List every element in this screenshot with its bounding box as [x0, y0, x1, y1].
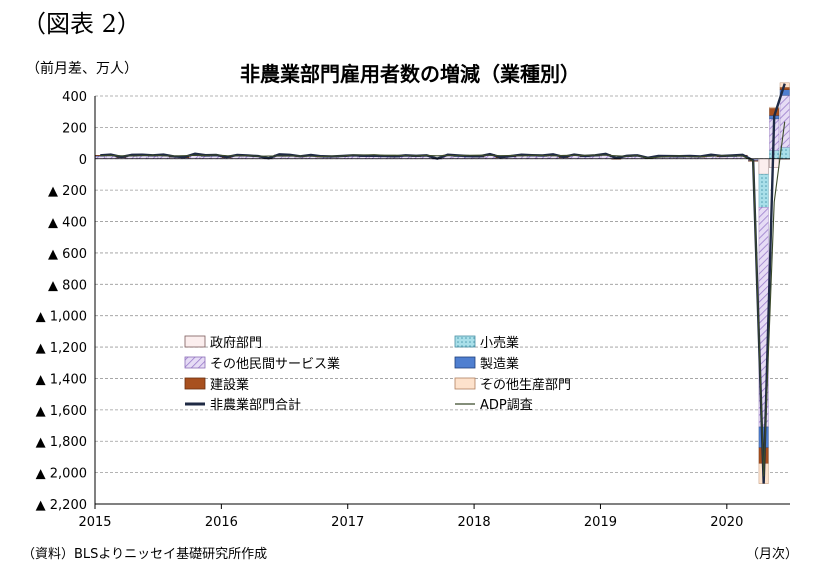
bar-segment: [779, 87, 790, 90]
y-tick-label: ▲ 800: [48, 278, 87, 293]
legend-swatch: [454, 335, 476, 348]
legend-label: ADP調査: [480, 398, 533, 413]
x-tick-label: 2015: [78, 515, 111, 530]
y-tick-label: ▲ 2,200: [36, 498, 87, 513]
legend-swatch: [184, 377, 206, 390]
y-tick-label: 0: [79, 153, 87, 168]
line-adp: [100, 121, 786, 477]
legend-label: 小売業: [480, 335, 519, 351]
legend-swatch: [184, 356, 206, 369]
y-tick-label: ▲ 200: [48, 184, 87, 199]
y-tick-label: ▲ 1,200: [36, 341, 87, 356]
legend-label: 製造業: [480, 356, 519, 372]
bar-segment: [769, 106, 780, 109]
legend-swatch: [454, 356, 476, 369]
axes: 400 200 0 ▲ 200 ▲ 400 ▲ 600 ▲ 800 ▲ 1,000 ▲ 1,20…: [36, 90, 790, 530]
x-tick-label: 2019: [584, 515, 617, 530]
source-note: （資料）BLSよりニッセイ基礎研究所作成: [22, 547, 268, 562]
legend-swatch: [184, 335, 206, 348]
line-series: [100, 83, 786, 484]
legend-label: 非農業部門合計: [210, 397, 301, 413]
legend-label: 建設業: [210, 377, 249, 393]
y-tick-label: 400: [62, 90, 87, 105]
chart-title: 非農業部門雇用者数の増減（業種別）: [240, 62, 580, 86]
bar-segment: [769, 158, 780, 168]
y-tick-label: ▲ 400: [48, 216, 87, 231]
y-tick-label: ▲ 1,400: [36, 372, 87, 387]
x-tick-label: 2016: [205, 515, 238, 530]
y-unit-label: （前月差、万人）: [26, 61, 138, 77]
y-tick-label: 200: [62, 121, 87, 136]
figure-label: （図表 2）: [22, 10, 141, 38]
legend-label: その他民間サービス業: [210, 356, 340, 372]
line-nonfarm-total: [100, 83, 786, 484]
legend-label: 政府部門: [210, 336, 262, 351]
x-tick-label: 2017: [331, 515, 364, 530]
bar-segment: [758, 158, 769, 175]
stacked-bars: [95, 82, 790, 484]
y-tick-label: ▲ 1,600: [36, 404, 87, 419]
x-tick-label: 2018: [458, 515, 491, 530]
bar-segment: [758, 173, 769, 208]
grid-lines: [95, 95, 790, 474]
y-tick-label: ▲ 1,800: [36, 435, 87, 450]
x-tick-label: 2020: [710, 515, 743, 530]
y-tick-label: ▲ 1,000: [36, 310, 87, 325]
y-tick-label: ▲ 600: [48, 247, 87, 262]
y-tick-label: ▲ 2,000: [36, 467, 87, 482]
legend-swatch: [454, 377, 476, 390]
bar-segment: [779, 95, 790, 148]
legend-label: その他生産部門: [480, 377, 571, 393]
x-unit-label: （月次）: [745, 547, 798, 562]
